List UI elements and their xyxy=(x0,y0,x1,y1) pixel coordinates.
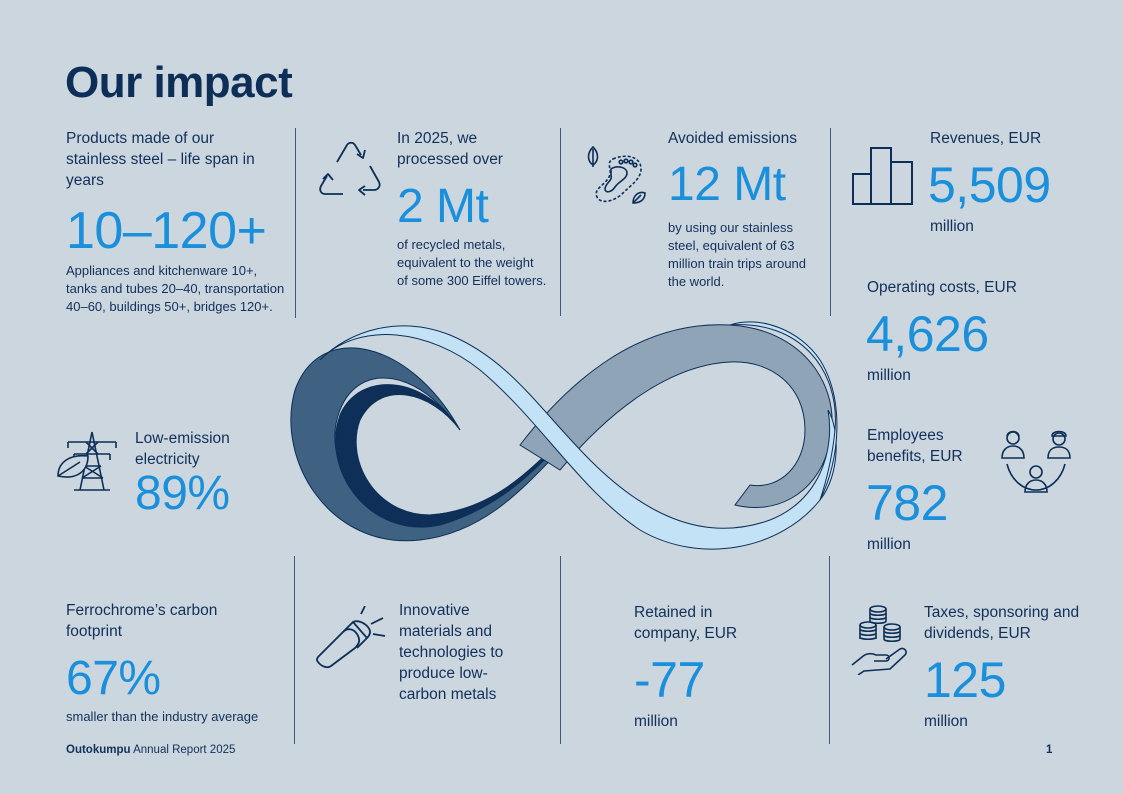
employees-value: 782 xyxy=(866,475,948,531)
operating-unit: million xyxy=(867,367,911,384)
products-value: 10–120+ xyxy=(66,202,267,260)
page-title: Our impact xyxy=(65,58,293,107)
footer-text: Annual Report 2025 xyxy=(130,744,236,756)
operating-value: 4,626 xyxy=(866,306,989,362)
recycle-icon xyxy=(313,136,385,206)
retained-unit: million xyxy=(634,713,678,730)
divider xyxy=(294,556,295,744)
employees-unit: million xyxy=(867,536,911,553)
divider xyxy=(295,128,296,318)
taxes-value: 125 xyxy=(924,652,1006,708)
divider xyxy=(830,128,831,316)
ferrochrome-value: 67% xyxy=(66,652,161,705)
electricity-label: Low-emission electricity xyxy=(135,430,230,468)
bar-chart-icon xyxy=(851,144,915,206)
revenues-value: 5,509 xyxy=(928,157,1051,213)
emissions-value: 12 Mt xyxy=(668,158,786,211)
footer: Outokumpu Annual Report 2025 xyxy=(66,744,235,756)
products-description: Appliances and kitchenware 10+, tanks an… xyxy=(66,263,285,314)
divider xyxy=(560,128,561,316)
recycled-description: of recycled metals, equivalent to the we… xyxy=(397,237,547,288)
ferrochrome-label: Ferrochrome’s carbon footprint xyxy=(66,602,218,640)
revenues-unit: million xyxy=(930,218,974,235)
emissions-label: Avoided emissions xyxy=(668,130,797,147)
people-icon xyxy=(999,428,1073,498)
footprint-icon xyxy=(583,143,655,211)
taxes-unit: million xyxy=(924,713,968,730)
power-pylon-icon xyxy=(54,430,120,492)
revenues-label: Revenues, EUR xyxy=(930,130,1042,147)
coins-hand-icon xyxy=(850,603,910,675)
divider xyxy=(829,556,830,744)
ferrochrome-description: smaller than the industry average xyxy=(66,709,259,724)
employees-label: Employees benefits, EUR xyxy=(867,427,963,465)
retained-label: Retained in company, EUR xyxy=(634,604,738,642)
retained-value: -77 xyxy=(634,652,705,708)
recycled-label: In 2025, we processed over xyxy=(397,130,503,168)
infinity-illustration xyxy=(290,321,838,550)
taxes-label: Taxes, sponsoring and dividends, EUR xyxy=(924,604,1080,642)
products-label: Products made of our stainless steel – l… xyxy=(66,130,255,189)
divider xyxy=(560,556,561,744)
electricity-value: 89% xyxy=(135,467,230,520)
flashlight-icon xyxy=(313,606,387,670)
emissions-description: by using our stainless steel, equivalent… xyxy=(668,220,807,289)
footer-brand: Outokumpu xyxy=(66,744,131,756)
innovative-label: Innovative materials and technologies to… xyxy=(399,602,504,703)
recycled-value: 2 Mt xyxy=(397,180,489,233)
operating-label: Operating costs, EUR xyxy=(867,279,1017,296)
page-number: 1 xyxy=(1046,744,1053,756)
